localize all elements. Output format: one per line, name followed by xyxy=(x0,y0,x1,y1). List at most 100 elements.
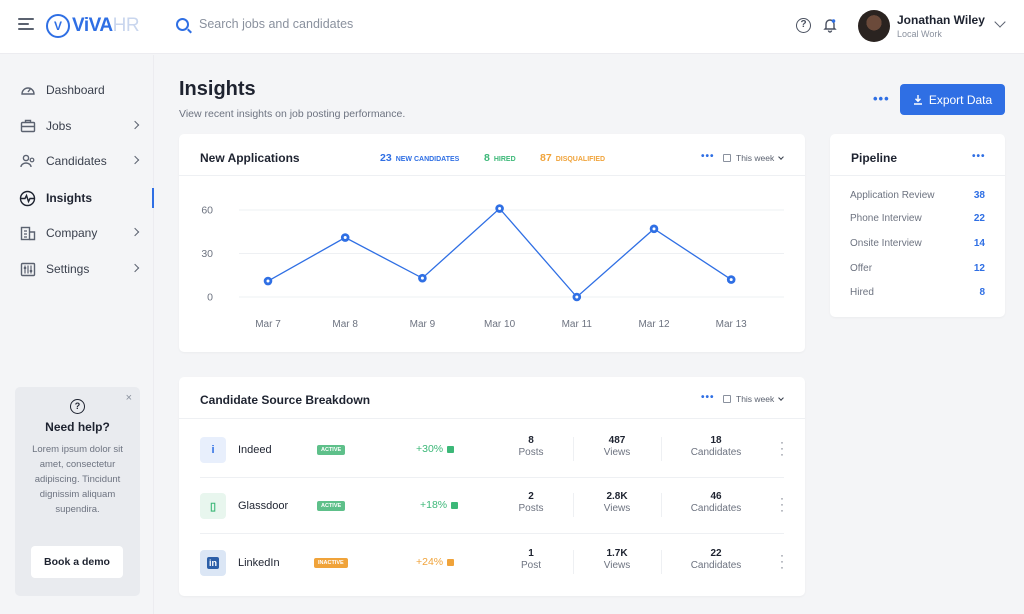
more-options-icon[interactable]: ••• xyxy=(701,392,715,403)
metric-value: 46 xyxy=(710,491,722,502)
sidebar-item-dashboard[interactable]: Dashboard xyxy=(0,75,154,105)
pipeline-value: 14 xyxy=(973,237,985,249)
data-point-center xyxy=(729,278,733,282)
trend-up-icon xyxy=(451,501,459,509)
sidebar-item-label: Settings xyxy=(46,262,90,276)
status-badge: INACTIVE xyxy=(314,558,348,568)
briefcase-icon xyxy=(19,118,36,135)
metric-value: 22 xyxy=(710,548,722,559)
metric-label: Views xyxy=(603,503,631,514)
divider xyxy=(661,437,662,461)
metric-candidates: 46 Candidates xyxy=(681,491,751,514)
stat-label: NEW CANDIDATES xyxy=(395,156,460,163)
period-selector[interactable]: This week xyxy=(723,153,785,163)
top-bar: V ViVAHR ? Jonathan Wiley Local Work xyxy=(0,0,1024,54)
data-point-center xyxy=(652,227,656,231)
data-point-center xyxy=(343,236,347,240)
trend-up-icon xyxy=(447,445,455,453)
help-card-text: Lorem ipsum dolor sit amet, consectetur … xyxy=(32,444,123,515)
pipeline-item[interactable]: Phone Interview 22 xyxy=(850,208,985,228)
source-name: Indeed xyxy=(238,444,272,456)
table-row: ▯ Glassdoor ACTIVE +18% 2 Posts 2.8K Views… xyxy=(179,477,805,533)
help-icon[interactable]: ? xyxy=(796,18,811,33)
metric-label: Candidates xyxy=(690,447,742,458)
chevron-down-icon[interactable] xyxy=(994,16,1006,28)
pipeline-label: Application Review xyxy=(850,189,935,201)
linkedin-logo-icon: in xyxy=(200,550,226,576)
stat-value: 23 xyxy=(380,152,392,164)
metric-value: 2.8K xyxy=(606,491,628,502)
trend-value: +18% xyxy=(420,499,448,511)
card-title: Pipeline xyxy=(851,151,898,165)
table-row: i Indeed ACTIVE +30% 8 Posts 487 Views 18 C… xyxy=(179,421,805,477)
page-title: Insights xyxy=(179,78,256,100)
pipeline-item[interactable]: Offer 12 xyxy=(850,258,985,278)
book-demo-button[interactable]: Book a demo xyxy=(31,546,123,578)
divider xyxy=(179,418,805,419)
more-options-icon[interactable]: ••• xyxy=(972,151,986,162)
logo-mark: V xyxy=(46,14,70,38)
chevron-right-icon xyxy=(130,120,140,130)
export-data-button[interactable]: Export Data xyxy=(900,84,1005,115)
sidebar-item-label: Insights xyxy=(46,191,93,205)
question-icon: ? xyxy=(70,399,85,414)
status-badge: ACTIVE xyxy=(317,445,346,455)
metric-label: Candidates xyxy=(690,503,742,514)
more-options-icon[interactable]: ••• xyxy=(873,91,890,106)
table-row: in LinkedIn INACTIVE +24% 1 Post 1.7K View… xyxy=(179,534,805,590)
sliders-icon xyxy=(19,261,36,278)
divider xyxy=(179,175,805,176)
stat-new-candidates: 23 NEW CANDIDATES xyxy=(380,152,459,164)
bell-icon[interactable] xyxy=(821,16,839,34)
chevron-down-icon xyxy=(778,395,785,401)
line-chart: 0 30 60 Mar 7 Mar 8 Mar 9 Mar 10 Mar 11 Mar 12 Ma… xyxy=(201,204,784,330)
pipeline-item[interactable]: Application Review 38 xyxy=(850,185,985,205)
trend: +24% xyxy=(416,556,455,568)
close-icon[interactable]: × xyxy=(125,392,132,404)
period-selector[interactable]: This week xyxy=(723,394,785,404)
pipeline-item[interactable]: Onsite Interview 14 xyxy=(850,233,985,253)
menu-icon[interactable] xyxy=(18,18,34,32)
source-name: LinkedIn xyxy=(238,557,280,569)
pipeline-label: Offer xyxy=(850,262,873,274)
sidebar-item-jobs[interactable]: Jobs xyxy=(0,111,154,141)
search-bar xyxy=(176,17,459,31)
kebab-menu-icon[interactable]: · · · xyxy=(780,435,784,461)
status-badge: ACTIVE xyxy=(317,501,346,511)
pipeline-item[interactable]: Hired 8 xyxy=(850,282,985,302)
kebab-menu-icon[interactable]: · · · xyxy=(780,491,784,517)
help-card: × ? Need help? Lorem ipsum dolor sit ame… xyxy=(15,387,140,596)
search-input[interactable] xyxy=(199,17,459,31)
y-tick-label: 30 xyxy=(201,248,213,260)
stat-value: 8 xyxy=(484,152,490,164)
sidebar-item-settings[interactable]: Settings xyxy=(0,254,154,284)
divider xyxy=(661,493,662,517)
metric-value: 18 xyxy=(710,435,722,446)
kebab-menu-icon[interactable]: · · · xyxy=(780,548,784,574)
avatar[interactable] xyxy=(858,10,890,42)
search-icon xyxy=(176,17,189,31)
trend: +18% xyxy=(420,499,459,511)
y-tick-label: 0 xyxy=(207,292,213,304)
pipeline-value: 8 xyxy=(979,286,985,298)
sidebar-item-label: Company xyxy=(46,226,98,240)
user-role: Local Work xyxy=(897,29,942,39)
x-tick-label: Mar 8 xyxy=(332,319,358,330)
metric-views: 487 Views xyxy=(582,435,652,458)
sidebar-item-candidates[interactable]: Candidates xyxy=(0,146,154,176)
sidebar-item-insights[interactable]: Insights xyxy=(0,183,154,213)
page-subtitle: View recent insights on job posting perf… xyxy=(179,108,406,120)
metric-value: 8 xyxy=(528,435,534,446)
brand-logo[interactable]: V ViVAHR xyxy=(46,12,140,40)
metric-candidates: 22 Candidates xyxy=(681,548,751,571)
trend: +30% xyxy=(416,443,455,455)
logo-suffix: HR xyxy=(112,15,140,36)
people-icon xyxy=(19,153,36,170)
logo-main: ViVA xyxy=(72,15,113,36)
more-options-icon[interactable]: ••• xyxy=(701,151,715,162)
divider xyxy=(573,550,574,574)
trend-value: +24% xyxy=(416,556,444,568)
sidebar-item-company[interactable]: Company xyxy=(0,218,154,248)
y-tick-label: 60 xyxy=(201,205,213,217)
data-point-center xyxy=(575,295,579,299)
